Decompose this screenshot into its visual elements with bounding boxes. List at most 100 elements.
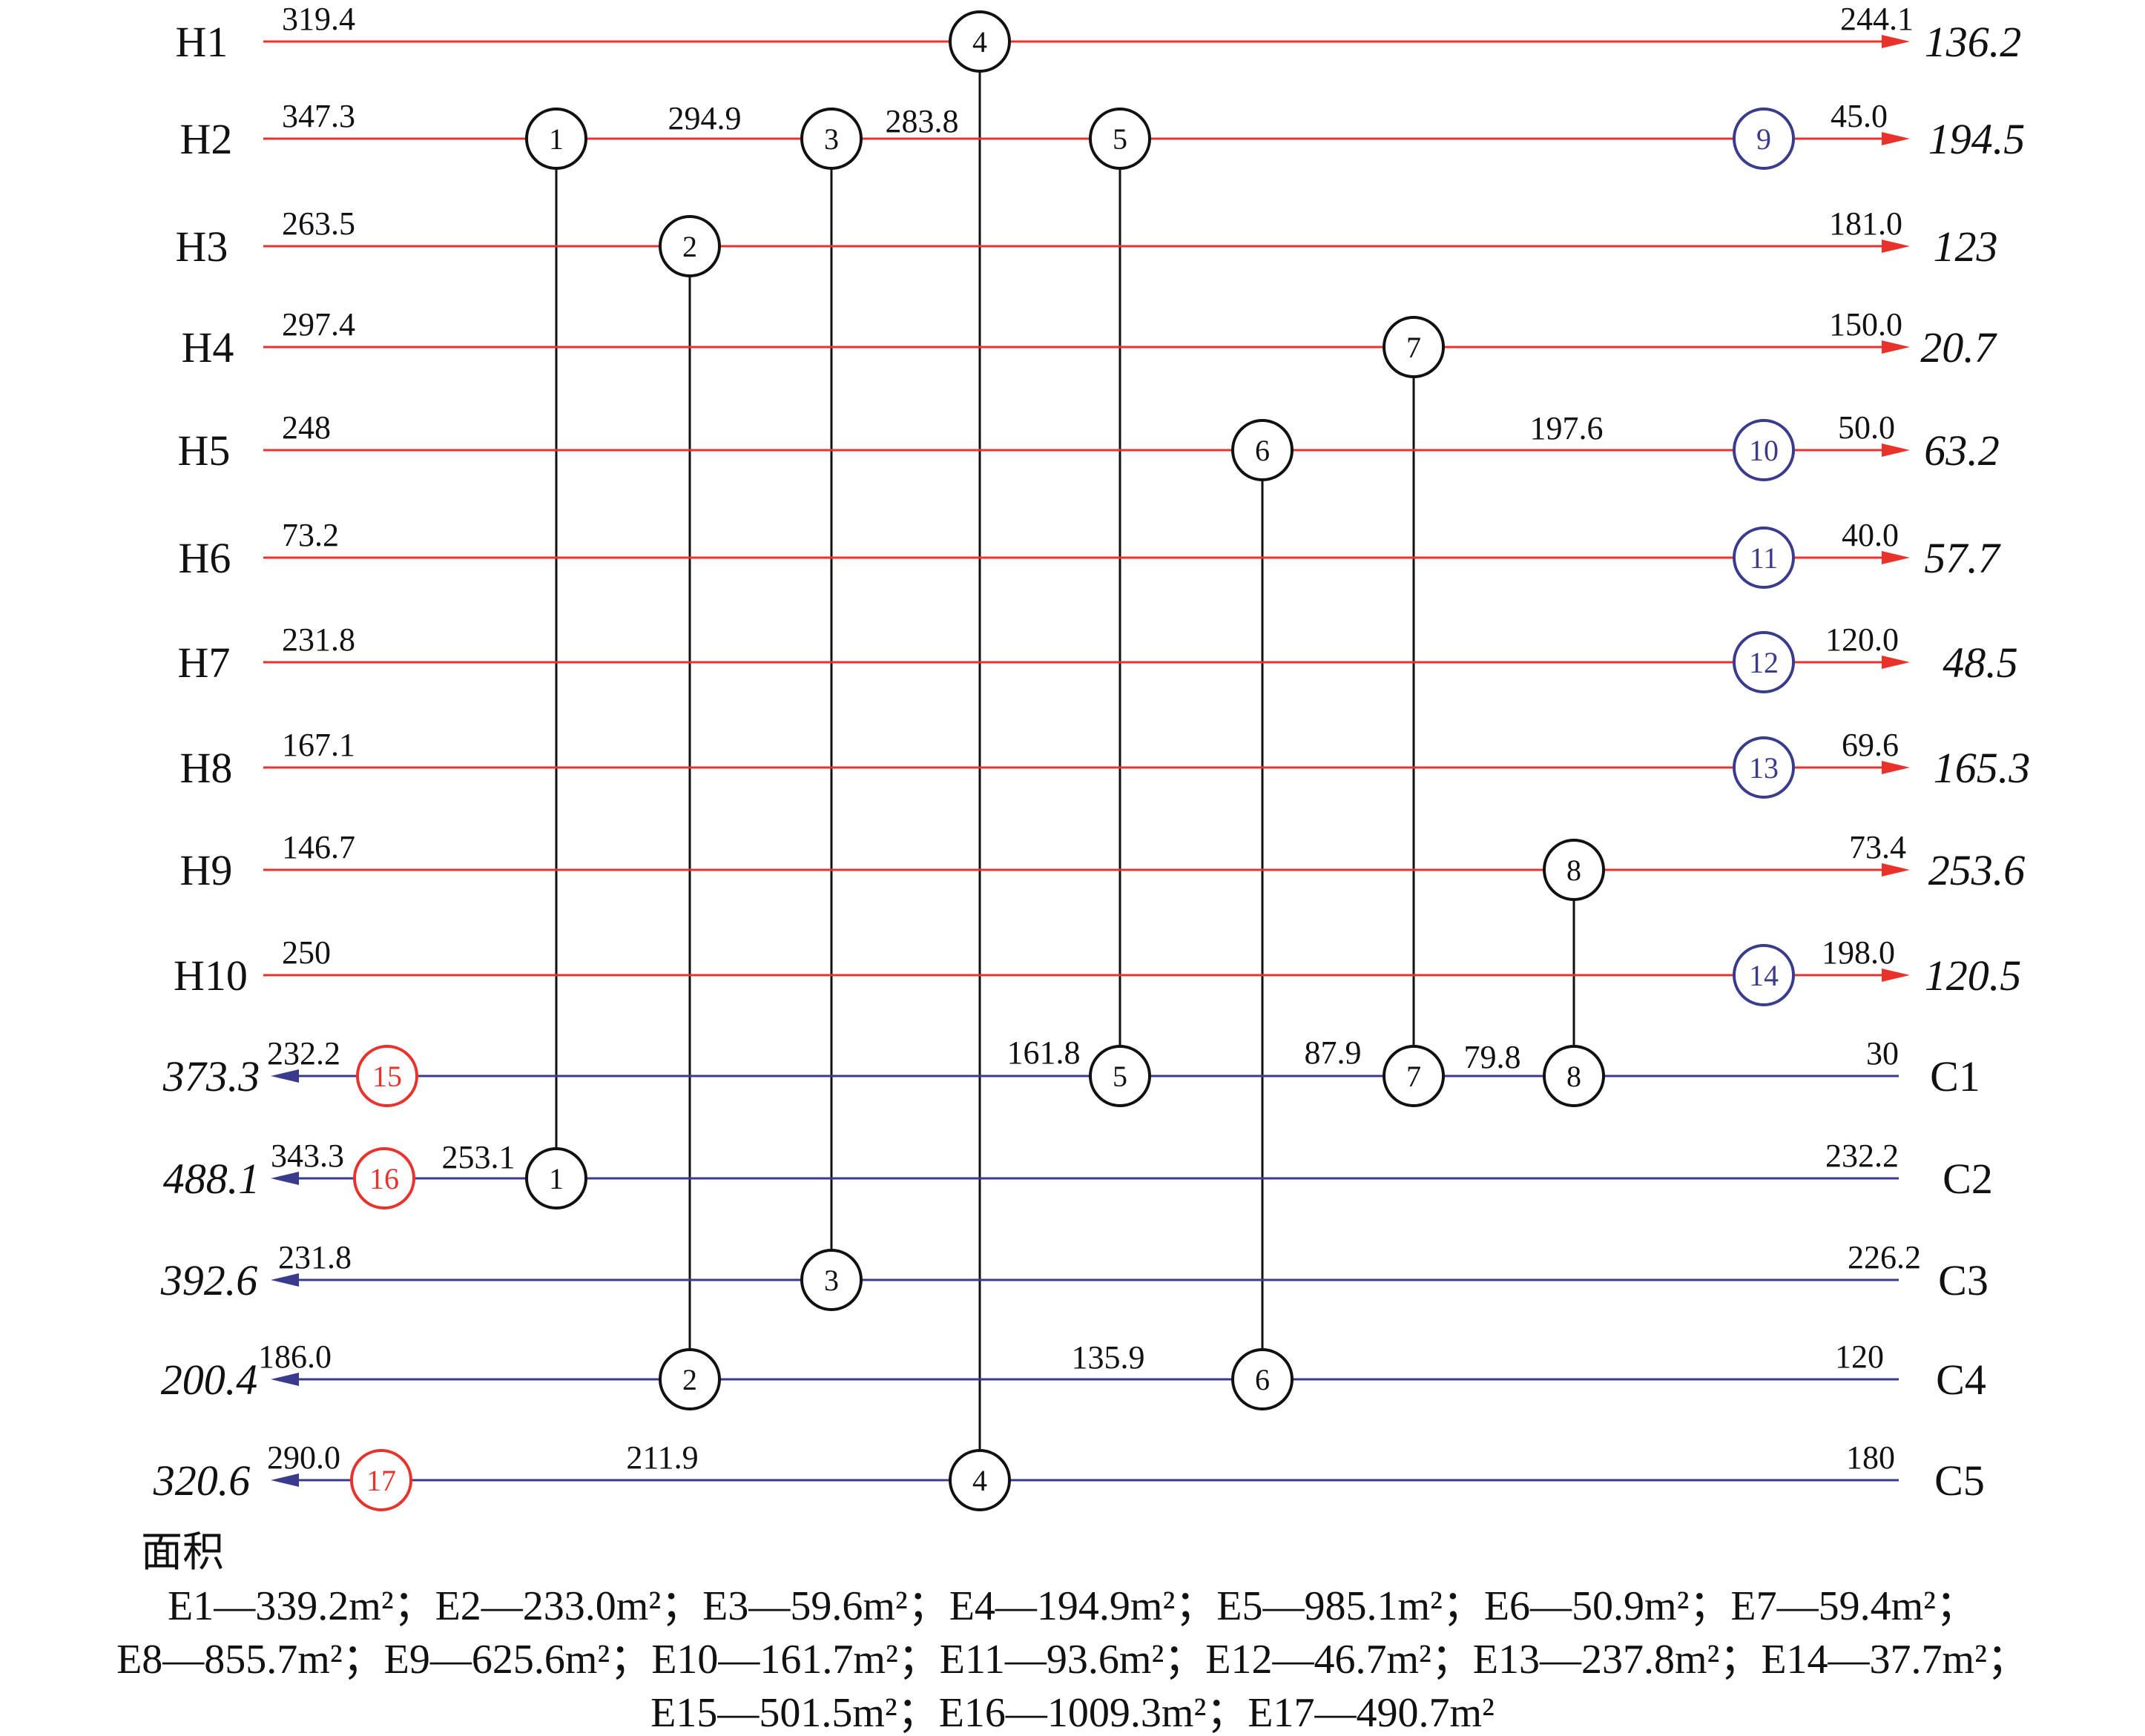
c5-target-temp: 320.6 — [153, 1456, 251, 1505]
h2-arrow-head — [1882, 132, 1910, 145]
h1-target-temp: 136.2 — [1925, 18, 2022, 66]
h6-name: H6 — [179, 534, 231, 582]
cooler-10-node-label: 10 — [1749, 434, 1779, 467]
h1-inlet-temp: 319.4 — [282, 1, 355, 37]
cooler-9-node-label: 9 — [1756, 122, 1771, 156]
h7-name: H7 — [178, 638, 231, 687]
intermediate-temp-c5: 211.9 — [626, 1439, 698, 1476]
intermediate-temp-h5: 197.6 — [1530, 410, 1604, 446]
cooler-13-node-label: 13 — [1749, 751, 1779, 785]
c4-inlet-temp: 120 — [1835, 1339, 1884, 1375]
exchanger-8-cold-node-label: 8 — [1566, 1060, 1581, 1093]
heater-16-node — [353, 1147, 415, 1209]
exchanger-3-cold-node-label: 3 — [824, 1264, 839, 1297]
intermediate-temp-c1: 161.8 — [1007, 1034, 1081, 1071]
h4-inlet-temp: 297.4 — [282, 306, 355, 343]
h10-outlet-temp: 198.0 — [1822, 934, 1895, 971]
exchanger-8-cold-node — [1543, 1045, 1605, 1107]
h9-arrow-head — [1882, 863, 1910, 877]
h8-inlet-temp: 167.1 — [282, 727, 355, 763]
h8-arrow-head — [1882, 761, 1910, 774]
h5-name: H5 — [178, 426, 231, 475]
exchanger-5-hot-node-label: 5 — [1113, 122, 1127, 156]
h3-name: H3 — [176, 222, 228, 271]
h4-outlet-temp: 150.0 — [1829, 306, 1902, 343]
h5-arrow-head — [1882, 443, 1910, 457]
c3-target-temp: 392.6 — [160, 1256, 258, 1304]
h8-name: H8 — [180, 744, 233, 792]
exchanger-3-hot-node-label: 3 — [824, 122, 839, 156]
c2-arrow-head — [271, 1172, 299, 1185]
area-line-3: E15—501.5m²；E16—1009.3m²；E17—490.7m² — [650, 1690, 1495, 1736]
intermediate-temp-c1: 79.8 — [1464, 1039, 1521, 1075]
exchanger-8-hot-node-label: 8 — [1566, 854, 1581, 887]
c4-arrow-head — [271, 1373, 299, 1386]
intermediate-temp-c2: 253.1 — [442, 1139, 515, 1175]
exchanger-3-cold-node — [800, 1249, 863, 1311]
cooler-10-node — [1733, 419, 1795, 481]
c2-outlet-temp: 343.3 — [271, 1138, 344, 1174]
h5-outlet-temp: 50.0 — [1838, 409, 1895, 446]
h6-outlet-temp: 40.0 — [1842, 517, 1899, 553]
h2-name: H2 — [180, 115, 233, 163]
area-title: 面积 — [141, 1528, 224, 1577]
h6-inlet-temp: 73.2 — [282, 517, 339, 553]
heater-17-node-label: 17 — [366, 1464, 396, 1497]
h3-target-temp: 123 — [1934, 222, 1998, 271]
exchanger-2-cold-node-label: 2 — [682, 1363, 697, 1396]
c5-arrow-head — [271, 1473, 299, 1487]
intermediate-temp-h2: 283.8 — [886, 103, 959, 139]
exchanger-4-hot-node — [949, 10, 1011, 73]
cooler-13-node — [1733, 736, 1795, 799]
exchanger-8-hot-node — [1543, 839, 1605, 901]
h5-target-temp: 63.2 — [1924, 426, 2000, 475]
c1-outlet-temp: 232.2 — [267, 1035, 340, 1072]
exchanger-1-hot-node — [525, 108, 587, 170]
h9-inlet-temp: 146.7 — [282, 829, 355, 865]
heater-15-node-label: 15 — [372, 1060, 402, 1093]
h4-target-temp: 20.7 — [1920, 323, 1997, 372]
intermediate-temp-c4: 135.9 — [1072, 1339, 1145, 1376]
exchanger-7-hot-node — [1383, 316, 1445, 378]
c5-outlet-temp: 290.0 — [267, 1439, 340, 1476]
area-line-1: E1—339.2m²；E2—233.0m²；E3—59.6m²；E4—194.9… — [168, 1583, 1977, 1629]
h6-target-temp: 57.7 — [1924, 534, 2001, 582]
area-line-2: E8—855.7m²；E9—625.6m²；E10—161.7m²；E11—93… — [116, 1637, 2029, 1683]
heater-15-node — [356, 1045, 418, 1107]
exchanger-2-hot-node-label: 2 — [682, 230, 697, 263]
exchanger-5-hot-node — [1089, 108, 1151, 170]
h10-arrow-head — [1882, 968, 1910, 982]
exchanger-6-cold-node-label: 6 — [1255, 1363, 1270, 1396]
h10-inlet-temp: 250 — [282, 934, 331, 971]
cooler-12-node-label: 12 — [1749, 646, 1779, 679]
exchanger-6-cold-node — [1231, 1348, 1294, 1410]
heater-17-node — [350, 1449, 412, 1511]
h10-target-temp: 120.5 — [1925, 951, 2022, 1000]
c5-name: C5 — [1934, 1456, 1985, 1505]
exchanger-4-hot-node-label: 4 — [972, 25, 987, 59]
h8-target-temp: 165.3 — [1934, 744, 2031, 792]
c3-outlet-temp: 231.8 — [278, 1239, 352, 1275]
exchanger-3-hot-node — [800, 108, 863, 170]
exchanger-5-cold-node — [1089, 1045, 1151, 1107]
cooler-14-node-label: 14 — [1749, 959, 1779, 992]
c3-name: C3 — [1938, 1256, 1989, 1304]
h7-target-temp: 48.5 — [1943, 638, 2018, 687]
h4-arrow-head — [1882, 340, 1910, 354]
h9-target-temp: 253.6 — [1928, 846, 2026, 894]
h3-arrow-head — [1882, 240, 1910, 253]
h7-outlet-temp: 120.0 — [1825, 621, 1899, 658]
h1-outlet-temp: 244.1 — [1840, 1, 1914, 37]
exchanger-1-cold-node — [525, 1147, 587, 1209]
h8-outlet-temp: 69.6 — [1842, 727, 1899, 763]
exchanger-1-cold-node-label: 1 — [549, 1162, 564, 1195]
h2-target-temp: 194.5 — [1928, 115, 2026, 163]
cooler-11-node-label: 11 — [1750, 541, 1779, 575]
c3-arrow-head — [271, 1273, 299, 1287]
exchanger-5-cold-node-label: 5 — [1113, 1060, 1127, 1093]
exchanger-4-cold-node — [949, 1449, 1011, 1511]
c1-target-temp: 373.3 — [162, 1052, 260, 1100]
exchanger-7-cold-node — [1383, 1045, 1445, 1107]
exchanger-6-hot-node-label: 6 — [1255, 434, 1270, 467]
